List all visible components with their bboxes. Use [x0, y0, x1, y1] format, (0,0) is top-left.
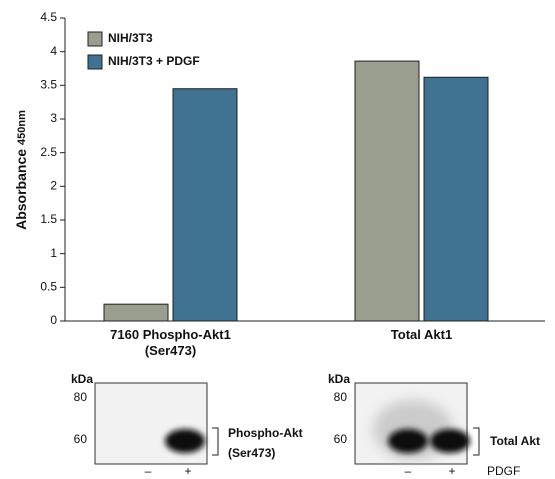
legend-swatch [88, 55, 102, 69]
y-tick-label: 0 [50, 313, 57, 327]
y-tick-label: 2.5 [40, 145, 57, 159]
y-tick-label: 0.5 [40, 280, 57, 294]
y-tick-label: 1 [50, 246, 57, 260]
bracket [473, 428, 479, 455]
lane-label: + [184, 464, 191, 478]
lane-label: – [405, 464, 412, 478]
blot-label: Phospho-Akt [228, 426, 303, 440]
lane-label: – [145, 464, 152, 478]
mw-marker: 80 [74, 390, 88, 404]
treatment-label: PDGF [487, 464, 520, 478]
blot-label: (Ser473) [228, 446, 275, 460]
y-tick-label: 4.5 [40, 10, 57, 24]
bar [424, 77, 488, 321]
bar [173, 89, 237, 321]
blot-band [165, 429, 205, 453]
y-tick-label: 1.5 [40, 212, 57, 226]
y-axis-label-main: Absorbance [13, 149, 29, 230]
kda-label: kDa [71, 372, 93, 386]
legend-label: NIH/3T3 + PDGF [108, 54, 200, 68]
mw-marker: 60 [334, 432, 348, 446]
legend-swatch [88, 32, 102, 46]
y-tick-label: 3.5 [40, 78, 57, 92]
mw-marker: 80 [334, 390, 348, 404]
kda-label: kDa [328, 372, 350, 386]
y-axis-label: Absorbance 450nm [13, 110, 29, 230]
y-tick-label: 4 [50, 44, 57, 58]
blot-band [388, 429, 428, 453]
y-axis-label-sub: 450nm [16, 110, 28, 145]
chart: 0 0.5 1 1.5 2 2.5 3 3.5 4 4.5 Absorbance 450nm NIH/3… [0, 0, 555, 479]
blot-label: Total Akt [490, 434, 540, 448]
x-tick-label: 7160 Phospho-Akt1 (Ser473) [101, 327, 241, 359]
y-tick-label: 3 [50, 111, 57, 125]
mw-marker: 60 [74, 432, 88, 446]
bracket [212, 428, 218, 455]
x-tick-label: Total Akt1 [337, 327, 507, 343]
bar [104, 304, 168, 321]
y-tick-label: 2 [50, 179, 57, 193]
legend-label: NIH/3T3 [108, 31, 153, 45]
blot-band [430, 429, 470, 453]
lane-label: + [448, 464, 455, 478]
bar [355, 61, 419, 321]
page: 0 0.5 1 1.5 2 2.5 3 3.5 4 4.5 Absorbance 450nm NIH/3… [0, 0, 555, 479]
